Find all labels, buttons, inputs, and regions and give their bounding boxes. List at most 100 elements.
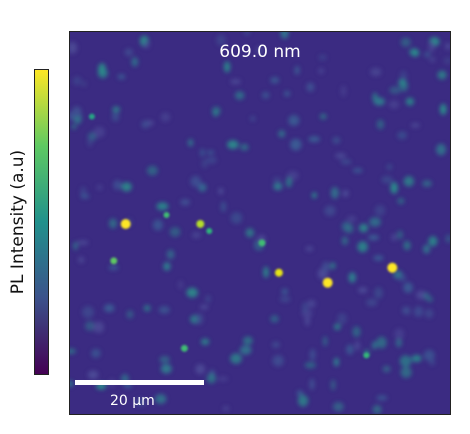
emitter-spot xyxy=(71,124,77,130)
emitter-spot xyxy=(416,290,426,300)
emitter-spot xyxy=(409,48,419,57)
emitter-spot xyxy=(281,288,289,295)
emitter-spot xyxy=(186,287,198,298)
emitter-spot xyxy=(187,138,194,147)
emitter-spot xyxy=(198,183,205,190)
emitter-spot xyxy=(158,306,170,314)
emitter-spot xyxy=(333,323,341,331)
emitter-spot xyxy=(177,280,184,290)
bright-emitter xyxy=(274,268,283,277)
emitter-spot xyxy=(152,219,164,231)
bright-emitter xyxy=(363,352,370,359)
emitter-spot xyxy=(341,236,349,246)
emitter-spot xyxy=(270,315,279,323)
emitter-spot xyxy=(87,136,93,147)
emitter-spot xyxy=(372,404,382,414)
colorbar xyxy=(34,69,49,375)
emitter-spot xyxy=(423,292,430,300)
emitter-spot xyxy=(371,341,378,350)
emitter-spot xyxy=(317,67,325,75)
emitter-spot xyxy=(423,349,435,361)
emitter-spot xyxy=(81,81,87,87)
emitter-spot xyxy=(395,338,403,348)
emitter-spot xyxy=(250,115,256,122)
emitter-spot xyxy=(330,186,339,199)
bright-emitter xyxy=(120,219,131,229)
emitter-spot xyxy=(160,112,171,122)
emitter-spot xyxy=(332,401,344,412)
emitter-spot xyxy=(222,405,230,412)
bright-emitter xyxy=(88,113,95,120)
emitter-spot xyxy=(398,274,407,282)
emitter-spot xyxy=(200,338,210,346)
emitter-spot xyxy=(163,262,171,271)
bright-emitter xyxy=(163,212,170,219)
emitter-spot xyxy=(403,176,415,187)
scale-bar-label: 20 µm xyxy=(110,393,155,409)
emitter-spot xyxy=(180,198,191,206)
emitter-spot xyxy=(190,175,201,188)
emitter-spot xyxy=(309,348,316,361)
emitter-spot xyxy=(84,320,95,331)
emitter-spot xyxy=(270,76,280,84)
emitter-spot xyxy=(112,106,121,113)
emitter-spot xyxy=(330,262,336,270)
emitter-spot xyxy=(340,159,352,165)
emitter-spot xyxy=(211,106,221,116)
emitter-spot xyxy=(304,315,310,327)
emitter-spot xyxy=(285,176,293,188)
emitter-spot xyxy=(424,308,434,319)
emitter-spot xyxy=(131,57,139,67)
emitter-spot xyxy=(206,149,215,155)
emitter-spot xyxy=(428,236,438,247)
emitter-spot xyxy=(279,296,291,303)
emitter-spot xyxy=(117,74,126,80)
emitter-spot xyxy=(297,394,309,407)
emitter-spot xyxy=(239,345,252,355)
bright-emitter xyxy=(258,239,266,247)
emitter-spot xyxy=(428,41,435,53)
bright-emitter xyxy=(110,257,118,265)
emitter-spot xyxy=(301,302,309,314)
emitter-spot xyxy=(367,234,380,241)
emitter-spot xyxy=(357,241,368,253)
emitter-spot xyxy=(280,32,289,39)
emitter-spot xyxy=(223,61,231,73)
bright-emitter xyxy=(387,262,398,273)
emitter-spot xyxy=(166,249,175,260)
emitter-spot xyxy=(230,79,241,85)
bright-emitter xyxy=(322,277,333,288)
emitter-spot xyxy=(305,246,314,252)
emitter-spot xyxy=(399,80,409,92)
emitter-spot xyxy=(195,364,206,375)
emitter-spot xyxy=(304,361,317,369)
bright-emitter xyxy=(206,227,213,234)
emitter-spot xyxy=(77,256,85,264)
emitter-spot xyxy=(288,115,300,126)
emitter-spot xyxy=(218,187,224,195)
emitter-spot xyxy=(389,86,401,94)
emitter-spot xyxy=(333,357,340,367)
emitter-spot xyxy=(113,179,122,191)
emitter-spot xyxy=(341,221,351,232)
emitter-spot xyxy=(318,54,327,61)
emitter-spot xyxy=(348,272,356,283)
emitter-spot xyxy=(405,97,415,106)
emitter-spot xyxy=(255,46,264,55)
emitter-spot xyxy=(410,122,420,128)
emitter-spot xyxy=(376,119,385,130)
emitter-spot xyxy=(391,233,397,242)
emitter-spot xyxy=(283,90,291,97)
emitter-spot xyxy=(217,376,229,382)
emitter-spot xyxy=(271,341,280,348)
emitter-spot xyxy=(206,156,217,164)
emitter-spot xyxy=(98,63,107,75)
emitter-spot xyxy=(445,234,450,243)
emitter-spot xyxy=(103,304,115,313)
emitter-spot xyxy=(220,201,227,213)
emitter-spot xyxy=(80,193,90,199)
bright-emitter xyxy=(196,220,205,228)
emitter-spot xyxy=(352,167,363,174)
emitter-spot xyxy=(370,67,382,77)
emitter-spot xyxy=(111,111,120,122)
